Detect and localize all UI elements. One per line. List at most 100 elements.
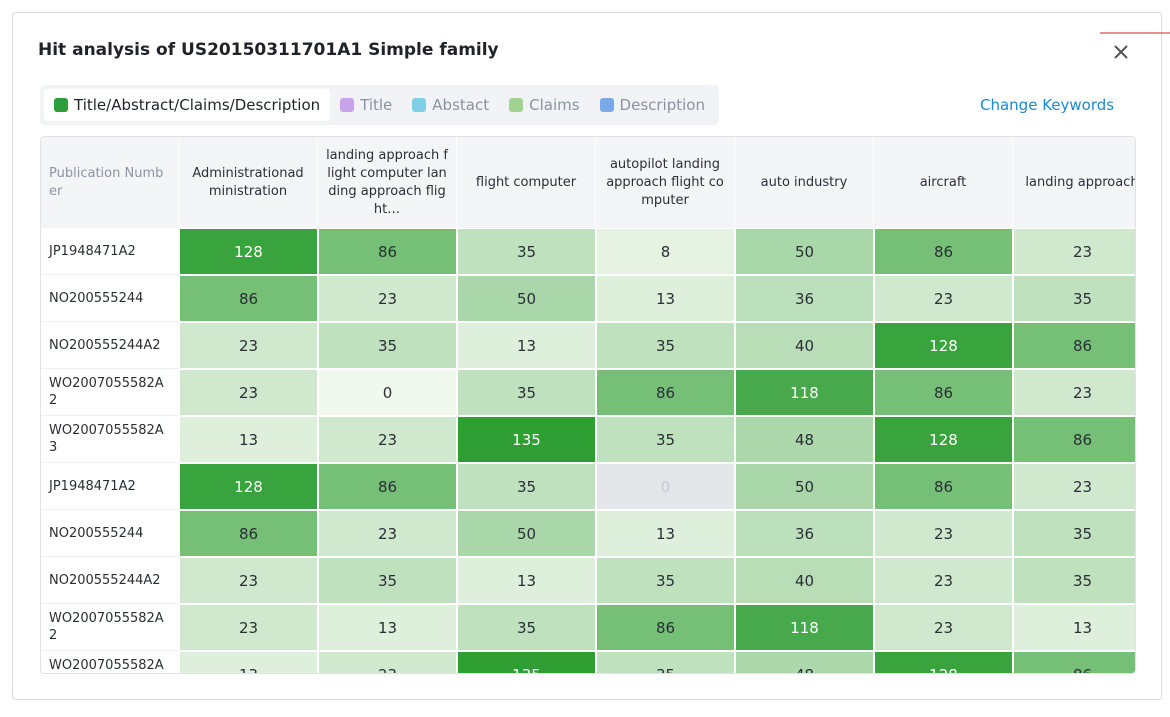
heat-cell: 23 (874, 510, 1013, 557)
heat-cell: 23 (179, 557, 318, 604)
heat-cell: 13 (596, 510, 735, 557)
row-label: NO200555244 (41, 510, 179, 557)
column-header: autopilot landing approach flight comput… (596, 137, 735, 228)
heat-cell: 35 (596, 322, 735, 369)
heat-cell: 13 (179, 651, 318, 674)
heat-cell: 23 (179, 369, 318, 416)
heat-cell: 35 (596, 557, 735, 604)
heat-cell: 50 (457, 510, 596, 557)
row-label: NO200555244A2 (41, 557, 179, 604)
annotation-line (1100, 33, 1170, 76)
row-label: JP1948471A2 (41, 228, 179, 275)
heat-cell: 86 (179, 510, 318, 557)
heat-cell: 86 (1013, 651, 1136, 674)
heat-cell: 86 (874, 463, 1013, 510)
heat-cell: 128 (179, 463, 318, 510)
heat-cell: 23 (1013, 463, 1136, 510)
row-label: WO2007055582A3 (41, 651, 179, 674)
heat-cell: 35 (596, 651, 735, 674)
heat-cell: 0 (318, 369, 457, 416)
tab-label: Title/Abstract/Claims/Description (74, 96, 320, 114)
column-header: aircraft (874, 137, 1013, 228)
column-header: flight computer (457, 137, 596, 228)
heat-cell: 35 (457, 604, 596, 651)
heat-cell: 36 (735, 275, 874, 322)
tab-label: Description (620, 96, 705, 114)
tab-label: Abstact (432, 96, 489, 114)
heat-cell: 128 (874, 651, 1013, 674)
heat-cell: 48 (735, 651, 874, 674)
heat-cell: 35 (318, 557, 457, 604)
heat-cell: 13 (457, 557, 596, 604)
heat-cell: 23 (874, 604, 1013, 651)
heat-cell: 86 (596, 369, 735, 416)
heat-cell: 50 (735, 463, 874, 510)
heat-cell: 23 (1013, 228, 1136, 275)
heat-cell: 86 (874, 228, 1013, 275)
heat-cell: 86 (874, 369, 1013, 416)
heat-cell: 128 (179, 228, 318, 275)
heat-cell: 35 (1013, 510, 1136, 557)
tab-swatch (340, 98, 354, 112)
tab-swatch (509, 98, 523, 112)
heat-cell: 135 (457, 416, 596, 463)
row-label: NO200555244 (41, 275, 179, 322)
row-label: NO200555244A2 (41, 322, 179, 369)
heat-cell: 23 (874, 557, 1013, 604)
heat-cell: 86 (318, 463, 457, 510)
column-header: auto industry (735, 137, 874, 228)
heat-cell: 13 (318, 604, 457, 651)
column-header: Administrationadministration (179, 137, 318, 228)
tab-swatch (412, 98, 426, 112)
heat-cell: 35 (457, 369, 596, 416)
filter-tab[interactable]: Title/Abstract/Claims/Description (44, 89, 330, 121)
heat-cell: 13 (596, 275, 735, 322)
heat-cell: 23 (318, 510, 457, 557)
heat-cell: 23 (318, 416, 457, 463)
heat-cell: 35 (1013, 275, 1136, 322)
heat-cell: 13 (1013, 604, 1136, 651)
heat-cell: 48 (735, 416, 874, 463)
row-label: WO2007055582A2 (41, 369, 179, 416)
row-label: JP1948471A2 (41, 463, 179, 510)
change-keywords-link[interactable]: Change Keywords (980, 96, 1114, 114)
heat-cell: 50 (457, 275, 596, 322)
close-and-annotation (1100, 30, 1170, 90)
dialog-title: Hit analysis of US20150311701A1 Simple f… (38, 40, 499, 60)
heat-cell: 86 (179, 275, 318, 322)
heat-cell: 86 (318, 228, 457, 275)
tab-label: Claims (529, 96, 579, 114)
heat-cell: 8 (596, 228, 735, 275)
heat-cell: 35 (1013, 557, 1136, 604)
heat-cell: 50 (735, 228, 874, 275)
filter-tab[interactable]: Claims (499, 89, 589, 121)
row-label: WO2007055582A2 (41, 604, 179, 651)
filter-tab[interactable]: Title (330, 89, 402, 121)
heat-cell: 23 (874, 275, 1013, 322)
heat-cell: 23 (318, 275, 457, 322)
heat-cell: 86 (1013, 322, 1136, 369)
heat-cell: 23 (318, 651, 457, 674)
close-icon[interactable] (1115, 46, 1127, 58)
heat-cell: 40 (735, 557, 874, 604)
heat-cell: 35 (318, 322, 457, 369)
filter-tab[interactable]: Abstact (402, 89, 499, 121)
table-grid: Publication NumberAdministrationadminist… (41, 137, 1135, 674)
heat-cell: 13 (179, 416, 318, 463)
tab-swatch (54, 98, 68, 112)
heat-cell: 40 (735, 322, 874, 369)
filter-tab[interactable]: Description (590, 89, 715, 121)
heat-cell: 0 (596, 463, 735, 510)
heat-cell: 128 (874, 416, 1013, 463)
heat-cell: 35 (457, 463, 596, 510)
tab-bar: Title/Abstract/Claims/Description Title Ab… (40, 85, 719, 125)
heat-cell: 86 (596, 604, 735, 651)
row-label: WO2007055582A3 (41, 416, 179, 463)
column-header: landing approach (1013, 137, 1136, 228)
heat-cell: 135 (457, 651, 596, 674)
heat-cell: 35 (457, 228, 596, 275)
column-header: landing approach flight computer landing… (318, 137, 457, 228)
heat-cell: 118 (735, 604, 874, 651)
heat-cell: 118 (735, 369, 874, 416)
